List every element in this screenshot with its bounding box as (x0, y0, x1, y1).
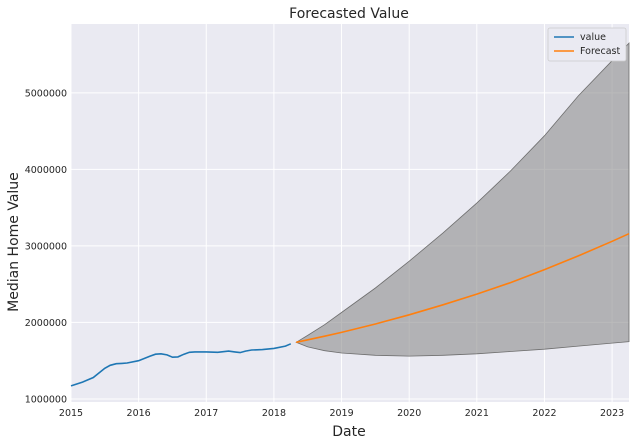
x-tick-label: 2015 (59, 408, 83, 419)
y-tick-label: 3000000 (25, 241, 67, 252)
legend: value Forecast (547, 27, 627, 62)
y-tick-label: 2000000 (25, 318, 67, 329)
y-tick-label: 4000000 (25, 165, 67, 176)
y-tick-labels: 1000000 2000000 3000000 4000000 5000000 (25, 88, 67, 405)
x-tick-label: 2017 (194, 408, 218, 419)
x-tick-label: 2023 (600, 408, 624, 419)
x-tick-label: 2019 (329, 408, 353, 419)
x-tick-label: 2016 (127, 408, 151, 419)
x-axis-label: Date (332, 424, 365, 440)
x-tick-label: 2020 (397, 408, 421, 419)
legend-label-value: value (580, 32, 606, 43)
x-tick-labels: 2015 2016 2017 2018 2019 2020 2021 2022 2023 (59, 408, 624, 419)
x-tick-label: 2018 (262, 408, 286, 419)
legend-label-forecast: Forecast (580, 46, 620, 57)
confidence-band (295, 42, 630, 357)
series-line-forecast (296, 232, 630, 344)
chart-title: Forecasted Value (289, 6, 409, 22)
x-tick-label: 2021 (465, 408, 489, 419)
series-line-value (70, 343, 292, 387)
x-tick-label: 2022 (532, 408, 556, 419)
y-tick-label: 1000000 (25, 394, 67, 405)
y-axis-label: Median Home Value (6, 172, 22, 312)
y-tick-label: 5000000 (25, 88, 67, 99)
